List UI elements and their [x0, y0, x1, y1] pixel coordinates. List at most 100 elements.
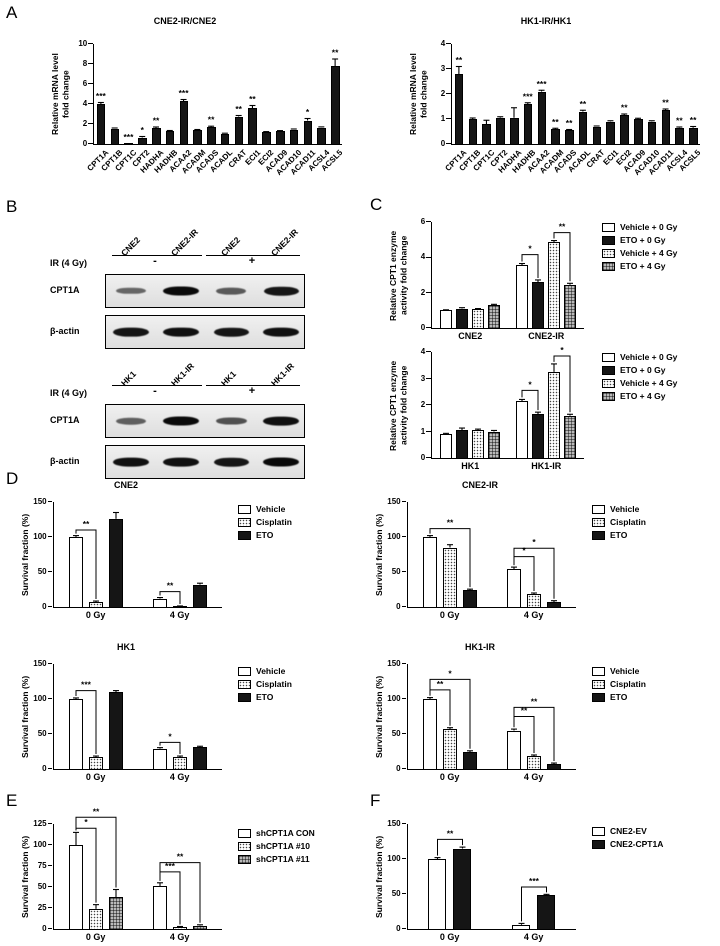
lane-overline — [206, 385, 300, 386]
annotations-overlay: *** — [443, 222, 574, 311]
y-tick — [401, 768, 407, 770]
y-tick — [88, 43, 93, 45]
legend-swatch — [238, 692, 251, 702]
y-tick — [446, 143, 451, 145]
bar — [110, 128, 120, 144]
y-tick-label: 150 — [33, 659, 47, 668]
bar — [88, 602, 103, 607]
svg-text:*: * — [448, 668, 452, 678]
y-tick — [47, 501, 53, 503]
y-tick-label: 25 — [37, 903, 47, 912]
ir-minus: - — [153, 385, 157, 397]
legend-label: ETO — [610, 530, 628, 540]
legend-swatch — [602, 248, 615, 258]
legend-swatch — [592, 530, 605, 540]
bar — [620, 115, 629, 144]
legend-item: Cisplatin — [592, 517, 646, 527]
bar — [172, 927, 187, 929]
bar — [108, 518, 123, 607]
bar — [88, 757, 103, 769]
bar — [516, 401, 529, 458]
y-tick-label: 0 — [440, 139, 446, 148]
y-tick — [47, 733, 53, 735]
svg-text:**: ** — [456, 55, 463, 65]
legend-swatch — [602, 235, 615, 245]
protein-band — [116, 287, 146, 295]
bar — [248, 108, 257, 144]
bar — [192, 925, 207, 929]
bar — [509, 117, 519, 144]
legend-swatch — [238, 517, 251, 527]
svg-text:***: *** — [124, 132, 135, 142]
bar — [488, 431, 501, 458]
svg-text:*: * — [168, 731, 172, 741]
svg-text:**: ** — [662, 98, 669, 108]
ir-minus: - — [153, 255, 157, 267]
svg-text:***: *** — [81, 680, 92, 690]
western-blot-cne2: IR (4 Gy) - + CNE2 CNE2-IR CNE2 CNE2-IR CPT1… — [50, 210, 320, 356]
y-tick — [88, 63, 93, 65]
legend: shCPT1A CON shCPT1A #10 shCPT1A #11 — [238, 828, 315, 867]
legend-swatch — [602, 261, 615, 271]
annotations-overlay: ** ** — [72, 511, 203, 607]
y-tick — [426, 351, 431, 353]
bar — [193, 130, 202, 144]
blot-box — [105, 315, 305, 349]
lane-label: CNE2-IR — [268, 226, 301, 258]
y-tick-label: 4 — [82, 99, 88, 108]
y-tick-label: 100 — [33, 694, 47, 703]
y-axis-label: Survival fraction (%) — [374, 675, 384, 759]
y-tick — [426, 430, 431, 432]
y-tick — [88, 123, 93, 125]
legend-swatch — [238, 504, 251, 514]
ir-plus: + — [248, 255, 256, 267]
protein-band — [263, 327, 299, 337]
bar — [275, 131, 285, 144]
western-blot-hk1: IR (4 Gy) - + HK1 HK1-IR HK1 HK1-IR CPT1A β-a… — [50, 340, 320, 486]
x-group-label: HK1-IR — [531, 461, 562, 471]
bar — [456, 430, 469, 458]
bar — [472, 309, 485, 328]
bar — [289, 129, 299, 144]
svg-text:**: ** — [436, 679, 443, 689]
bar — [537, 895, 556, 929]
legend-label: ETO + 4 Gy — [620, 391, 666, 401]
bar — [606, 121, 615, 144]
y-tick — [47, 907, 53, 909]
legend-item: ETO + 0 Gy — [602, 235, 677, 245]
protein-band — [263, 416, 299, 426]
chart-survival-hk1-ir: HK1-IR Survival fraction (%) 0 50 100 150 **… — [374, 642, 720, 782]
chart-survival-hk1: HK1 Survival fraction (%) 0 50 100 150 *** * 0… — [20, 642, 370, 782]
y-tick — [47, 571, 53, 573]
y-tick — [47, 886, 53, 888]
chart-survival-cne2-cpt1a: Survival fraction (%) 0 50 100 150 ** *** 0 Gy… — [374, 798, 720, 942]
bar — [537, 91, 547, 144]
bar — [506, 569, 521, 607]
chart-mrna-hk1: HK1-IR/HK1 Relative mRNA level fold chan… — [388, 16, 704, 177]
legend-swatch — [238, 828, 251, 838]
legend-label: Vehicle — [256, 666, 286, 676]
plot-area: 0 2 4 6 * ** CNE2 CNE2-IR — [421, 217, 585, 341]
chart-title: HK1-IR — [464, 642, 495, 652]
bar — [532, 414, 545, 458]
y-tick — [401, 858, 407, 860]
svg-text:**: ** — [82, 519, 89, 529]
x-group-label: 0 Gy — [439, 932, 460, 942]
svg-text:*: * — [141, 125, 145, 135]
y-tick — [446, 43, 451, 45]
legend-label: ETO + 0 Gy — [620, 235, 666, 245]
bar — [88, 908, 103, 929]
y-tick-label: 3 — [420, 373, 426, 383]
svg-text:**: ** — [92, 806, 99, 816]
legend-label: Vehicle — [610, 666, 640, 676]
bar — [440, 434, 453, 458]
blot-box — [105, 274, 305, 308]
x-group-label: 4 Gy — [169, 610, 190, 620]
y-tick — [401, 501, 407, 503]
y-tick-label: 125 — [33, 819, 47, 828]
legend-item: CNE2-EV — [592, 826, 663, 836]
x-group-label: 0 Gy — [85, 610, 106, 620]
legend-swatch — [592, 504, 605, 514]
bar — [565, 130, 574, 144]
y-tick-label: 50 — [391, 729, 401, 738]
